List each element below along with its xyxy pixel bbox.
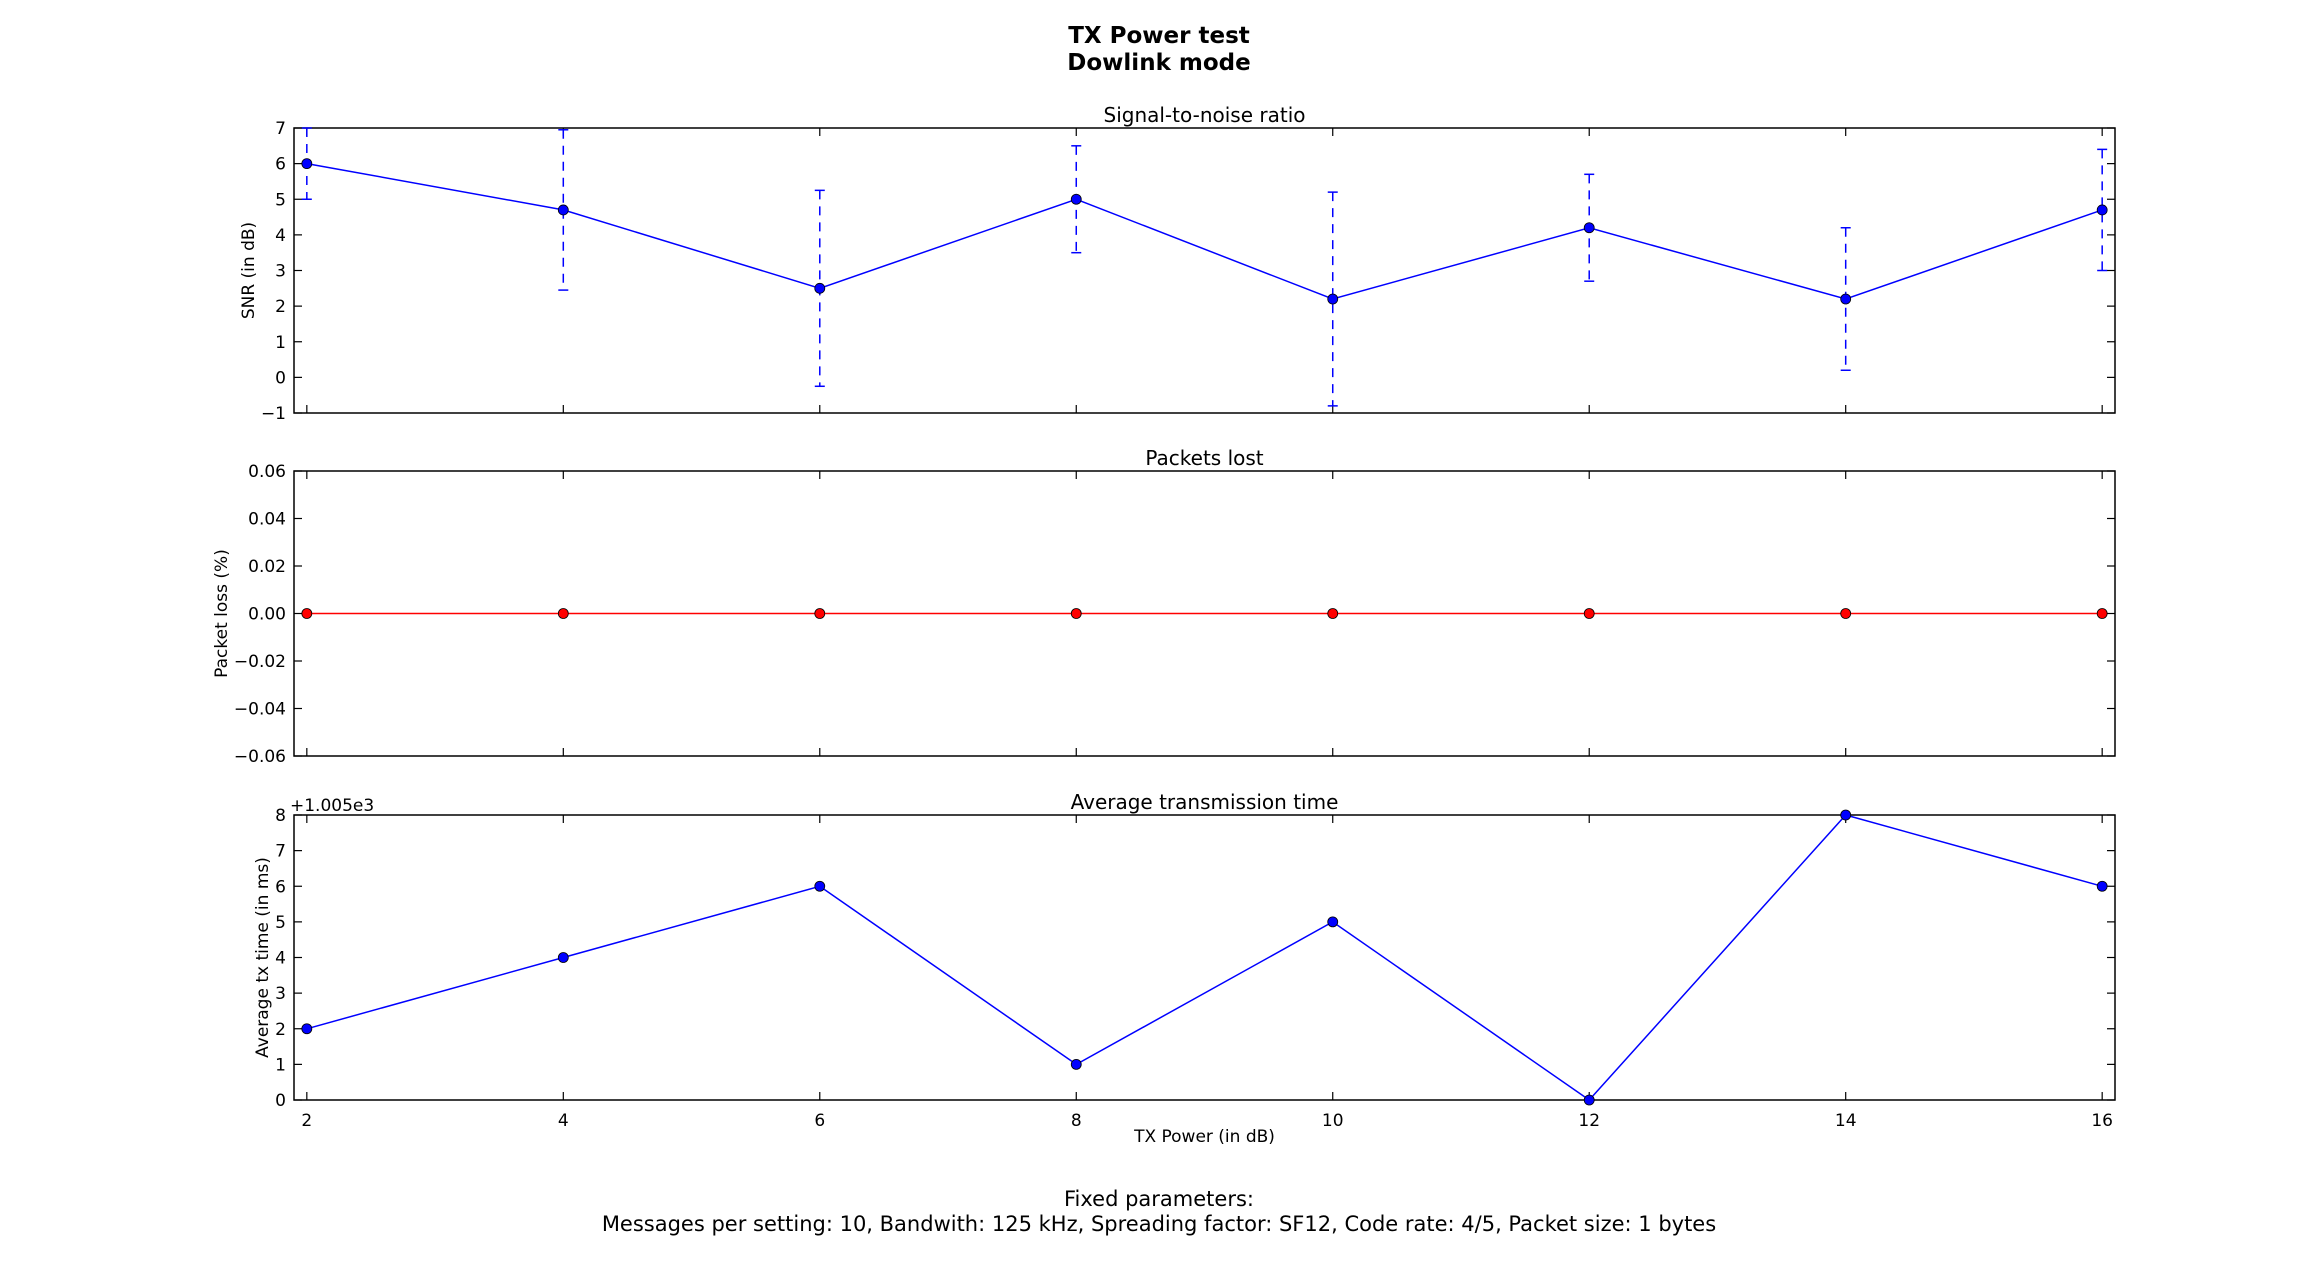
y-tick-label: 4 — [275, 226, 286, 246]
y-axis-label: Average tx time (in ms) — [253, 857, 273, 1058]
data-point — [1583, 1094, 1595, 1106]
data-point — [1327, 608, 1339, 619]
x-tick-label: 8 — [1071, 1111, 1082, 1131]
x-tick-label: 2 — [301, 1111, 312, 1131]
y-axis-label: SNR (in dB) — [239, 222, 259, 319]
data-point — [814, 880, 826, 892]
y-tick-label: 8 — [275, 806, 286, 826]
y-tick-label: 6 — [275, 155, 286, 175]
y-tick-label: 6 — [275, 877, 286, 897]
data-point — [1583, 608, 1595, 619]
y-tick-label: 5 — [275, 190, 286, 210]
data-point — [1070, 1058, 1082, 1070]
data-point — [1840, 809, 1852, 821]
data-point — [557, 608, 569, 619]
data-point — [1327, 293, 1339, 305]
data-point — [2096, 608, 2108, 619]
y-tick-label: −0.02 — [234, 652, 286, 672]
y-tick-label: 4 — [275, 949, 286, 969]
axes-title: Packets lost — [1145, 446, 1263, 470]
y-tick-label: 0.02 — [248, 557, 286, 577]
data-point — [2096, 880, 2108, 892]
y-tick-label: −0.04 — [234, 700, 286, 720]
y-tick-label: 5 — [275, 913, 286, 933]
data-point — [1327, 916, 1339, 928]
y-tick-label: 7 — [275, 119, 286, 139]
y-tick-label: 3 — [275, 984, 286, 1004]
data-point — [1840, 608, 1852, 619]
figure-title-line2: Dowlink mode — [1067, 50, 1251, 76]
data-point — [301, 608, 313, 619]
footer-line2: Messages per setting: 10, Bandwith: 125 … — [601, 1212, 1717, 1236]
y-tick-label: −0.06 — [234, 747, 286, 767]
figure-title-line1: TX Power test — [1068, 23, 1250, 49]
x-tick-label: 14 — [1835, 1111, 1857, 1131]
axes-title: Average transmission time — [1071, 790, 1339, 814]
y-tick-label: 0 — [275, 1091, 286, 1111]
data-point — [301, 158, 313, 170]
y-tick-label: 2 — [275, 297, 286, 317]
y-tick-label: 2 — [275, 1020, 286, 1040]
data-point — [2096, 204, 2108, 216]
x-tick-label: 16 — [2091, 1111, 2113, 1131]
y-tick-label: 0 — [275, 368, 286, 388]
y-tick-label: 0.04 — [248, 510, 286, 530]
data-point — [1840, 293, 1852, 305]
series-line — [306, 162, 2103, 300]
series-line — [306, 814, 2103, 1101]
y-offset-label: +1.005e3 — [290, 796, 374, 816]
data-point — [814, 608, 826, 619]
data-point — [301, 1023, 313, 1035]
x-tick-label: 4 — [558, 1111, 569, 1131]
x-axis-label: TX Power (in dB) — [1133, 1127, 1275, 1147]
axes-title: Signal-to-noise ratio — [1104, 103, 1306, 127]
y-axis-label: Packet loss (%) — [212, 549, 232, 678]
x-tick-label: 6 — [814, 1111, 825, 1131]
footer-line1: Fixed parameters: — [1064, 1187, 1254, 1211]
y-tick-label: 1 — [275, 333, 286, 353]
data-point — [1583, 222, 1595, 234]
data-point — [1070, 608, 1082, 619]
data-point — [557, 952, 569, 963]
y-tick-label: 0.00 — [248, 605, 286, 625]
y-tick-label: −1 — [261, 404, 286, 424]
y-tick-label: 0.06 — [248, 462, 286, 482]
data-point — [1070, 193, 1082, 205]
data-point — [557, 204, 569, 216]
data-point — [814, 282, 826, 294]
y-tick-label: 7 — [275, 842, 286, 862]
x-tick-label: 10 — [1322, 1111, 1344, 1131]
y-tick-label: 1 — [275, 1055, 286, 1075]
x-tick-label: 12 — [1578, 1111, 1600, 1131]
y-tick-label: 3 — [275, 262, 286, 282]
